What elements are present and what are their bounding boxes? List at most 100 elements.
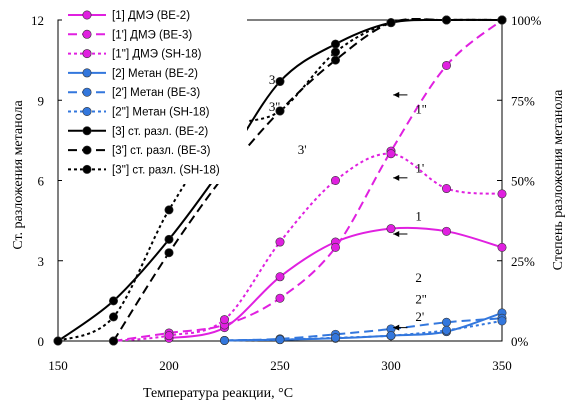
x-tick-label: 300 (381, 358, 401, 373)
series-point (275, 106, 285, 116)
series-point (330, 39, 340, 49)
series-point (497, 316, 507, 326)
annotation-label: 1 (415, 209, 422, 224)
x-tick-label: 200 (159, 358, 179, 373)
legend-entry-2: [1''] ДМЭ (SH-18) (68, 49, 202, 61)
annotation-label: 3 (269, 72, 276, 87)
annotation-arrow-head (393, 231, 400, 237)
series-point (275, 77, 285, 87)
series-point (330, 333, 340, 343)
legend-entry-5: [2''] Метан (SH-18) (68, 107, 210, 119)
series-point (109, 312, 119, 322)
y-axis-title-right: Степень разложения метанола (551, 89, 566, 270)
series-point (330, 55, 340, 65)
legend-label: [3'] ст. разл. (BE-3) (112, 145, 211, 157)
series-point (386, 149, 396, 159)
y-right-tick-label: 50% (511, 174, 535, 189)
annotations: 3 3'' 3' 1'' 1' 1 2 2'' 2' (269, 72, 427, 331)
legend-label: [1'] ДМЭ (BE-3) (112, 29, 192, 41)
series-point (497, 15, 507, 25)
series-point (164, 205, 174, 215)
series-point (330, 242, 340, 252)
series-5 (220, 316, 507, 345)
legend-swatch-marker (82, 107, 92, 117)
legend-entry-1: [1'] ДМЭ (BE-3) (68, 29, 192, 41)
y-axis-title-left: Ст. разложения метанола (11, 100, 26, 250)
legend-label: [2''] Метан (SH-18) (112, 107, 210, 119)
y-left-tick-label: 3 (38, 254, 45, 269)
series-line (57, 18, 503, 342)
series-point (441, 317, 451, 327)
series-point (441, 184, 451, 194)
legend-swatch-marker (82, 87, 92, 97)
series-point (386, 331, 396, 341)
annotation-label: 2' (415, 309, 424, 324)
series-point (275, 293, 285, 303)
x-tick-label: 150 (48, 358, 68, 373)
annotation-label: 2'' (415, 292, 426, 307)
y-right-tick-label: 100% (511, 13, 542, 28)
legend-swatch-marker (82, 164, 92, 174)
y-right-tick-label: 25% (511, 254, 535, 269)
annotation-arrow-head (393, 174, 400, 181)
annotation-label: 3' (298, 142, 307, 157)
series-point (441, 226, 451, 236)
legend-entry-7: [3'] ст. разл. (BE-3) (68, 145, 211, 157)
legend-swatch-marker (82, 49, 92, 59)
legend-label: [1] ДМЭ (BE-2) (112, 10, 190, 22)
legend-entry-8: [3''] ст. разл. (SH-18) (68, 164, 220, 176)
series-line (224, 319, 503, 342)
series-point (386, 224, 396, 234)
legend-entry-6: [3] ст. разл. (BE-2) (68, 126, 208, 138)
y-right-tick-label: 75% (511, 93, 535, 108)
legend-swatch-marker (82, 68, 92, 78)
series-point (441, 15, 451, 25)
x-tick-label: 250 (270, 358, 290, 373)
legend-swatch-marker (82, 126, 92, 136)
series-point (220, 315, 230, 325)
y-left-tick-label: 0 (38, 334, 45, 349)
series-point (109, 336, 119, 346)
legend-swatch-marker (82, 10, 92, 20)
series-point (164, 331, 174, 341)
series-point (53, 336, 63, 346)
annotation-label: 3'' (269, 99, 280, 114)
legend-label: [2] Метан (BE-2) (112, 68, 198, 80)
annotation-label: 1' (415, 160, 424, 175)
y-right-tick-label: 0% (511, 334, 529, 349)
series-point (275, 335, 285, 345)
legend-label: [3] ст. разл. (BE-2) (112, 126, 208, 138)
annotation-label: 2 (415, 270, 422, 285)
legend-swatch-marker (82, 145, 92, 155)
series-point (386, 18, 396, 28)
series-point (275, 272, 285, 282)
y-left-tick-label: 12 (31, 13, 44, 28)
x-axis-title: Температура реакции, °C (143, 386, 293, 401)
series-line (113, 19, 503, 342)
series-point (497, 189, 507, 199)
annotation-arrow-head (393, 91, 400, 98)
series-point (330, 47, 340, 57)
series-point (441, 60, 451, 70)
legend-entry-4: [2'] Метан (BE-3) (68, 87, 200, 99)
legend-entry-3: [2] Метан (BE-2) (68, 68, 198, 80)
series-line (113, 152, 503, 342)
series-point (330, 176, 340, 186)
legend-label: [3''] ст. разл. (SH-18) (112, 164, 220, 176)
legend: [1] ДМЭ (BE-2) [1'] ДМЭ (BE-3) [1''] ДМЭ (… (62, 4, 247, 184)
series-point (497, 242, 507, 252)
legend-label: [2'] Метан (BE-3) (112, 87, 200, 99)
legend-background (62, 4, 247, 184)
legend-swatch-marker (82, 29, 92, 39)
series-layer (53, 15, 507, 346)
series-point (275, 237, 285, 247)
series-point (109, 296, 119, 306)
legend-entry-0: [1] ДМЭ (BE-2) (68, 10, 190, 22)
series-point (441, 325, 451, 335)
annotation-arrow-head (393, 324, 400, 331)
series-point (164, 234, 174, 244)
y-left-tick-label: 6 (38, 174, 45, 189)
x-tick-label: 350 (492, 358, 512, 373)
